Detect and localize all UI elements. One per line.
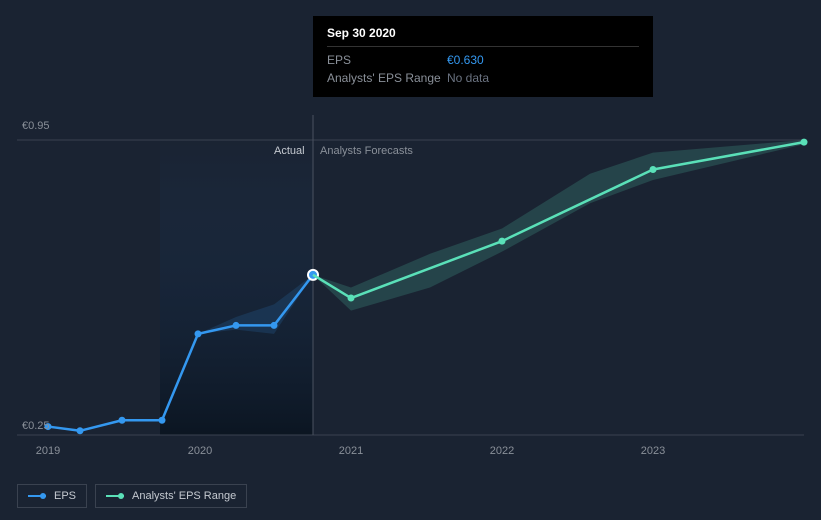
legend-item-range[interactable]: Analysts' EPS Range bbox=[95, 484, 247, 508]
x-tick: 2021 bbox=[339, 445, 363, 457]
tooltip-row-range: Analysts' EPS Range No data bbox=[327, 69, 639, 87]
eps-chart: Sep 30 2020 EPS €0.630 Analysts' EPS Ran… bbox=[0, 0, 821, 520]
x-tick: 2023 bbox=[641, 445, 665, 457]
legend-swatch-range bbox=[106, 492, 124, 500]
chart-tooltip: Sep 30 2020 EPS €0.630 Analysts' EPS Ran… bbox=[313, 16, 653, 97]
tooltip-date: Sep 30 2020 bbox=[327, 26, 639, 47]
tooltip-range-value: No data bbox=[447, 71, 489, 85]
section-actual-label: Actual bbox=[274, 145, 305, 157]
tooltip-eps-label: EPS bbox=[327, 53, 447, 67]
x-tick: 2019 bbox=[36, 445, 60, 457]
tooltip-eps-value: €0.630 bbox=[447, 53, 484, 67]
y-tick-lower: €0.25 bbox=[22, 420, 50, 432]
legend-swatch-eps bbox=[28, 492, 46, 500]
tooltip-range-label: Analysts' EPS Range bbox=[327, 71, 447, 85]
tooltip-row-eps: EPS €0.630 bbox=[327, 51, 639, 69]
legend-range-label: Analysts' EPS Range bbox=[132, 490, 236, 502]
x-tick: 2022 bbox=[490, 445, 514, 457]
section-forecast-label: Analysts Forecasts bbox=[320, 145, 413, 157]
legend-item-eps[interactable]: EPS bbox=[17, 484, 87, 508]
chart-legend: EPS Analysts' EPS Range bbox=[17, 484, 247, 508]
x-tick: 2020 bbox=[188, 445, 212, 457]
legend-eps-label: EPS bbox=[54, 490, 76, 502]
y-tick-upper: €0.95 bbox=[22, 120, 50, 132]
